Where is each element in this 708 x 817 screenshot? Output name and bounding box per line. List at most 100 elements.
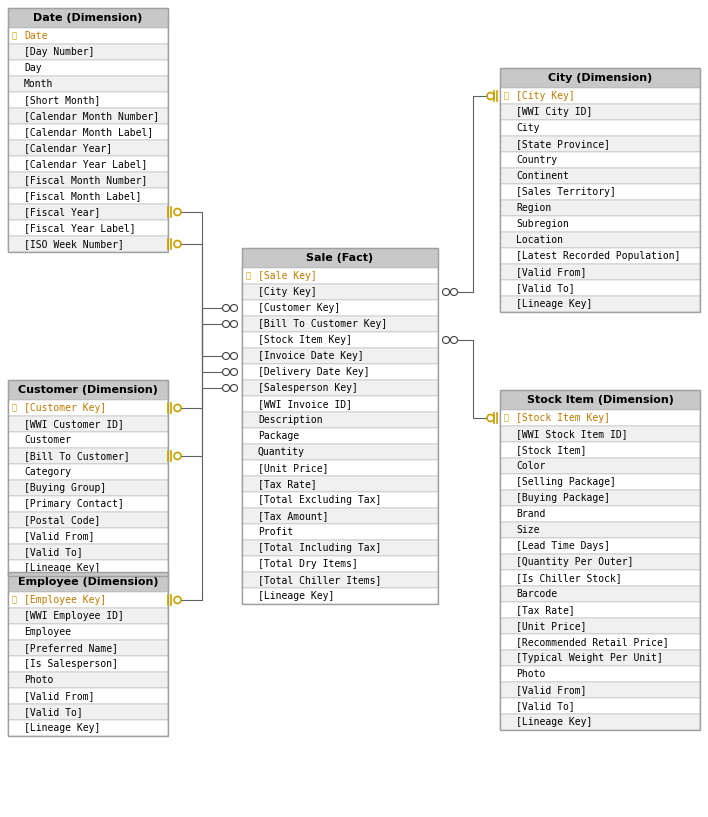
Text: [Employee Key]: [Employee Key] [24, 595, 106, 605]
Text: [Day Number]: [Day Number] [24, 47, 94, 57]
Bar [8, 44, 168, 60]
Text: [Bill To Customer Key]: [Bill To Customer Key] [258, 319, 387, 329]
Bar [8, 512, 168, 528]
Bar [8, 8, 168, 252]
Text: Brand: Brand [516, 509, 545, 519]
Bar [242, 460, 438, 476]
Bar [242, 396, 438, 412]
Text: [Salesperson Key]: [Salesperson Key] [258, 383, 358, 393]
Text: Size: Size [516, 525, 539, 535]
Text: [Delivery Date Key]: [Delivery Date Key] [258, 367, 370, 377]
Bar [8, 624, 168, 640]
Bar [500, 216, 700, 232]
Text: [Postal Code]: [Postal Code] [24, 515, 101, 525]
Bar [242, 284, 438, 300]
Bar [242, 492, 438, 508]
Bar [500, 666, 700, 682]
Text: Customer (Dimension): Customer (Dimension) [18, 385, 158, 395]
Bar [8, 8, 168, 28]
Text: [Lead Time Days]: [Lead Time Days] [516, 541, 610, 551]
Bar [8, 464, 168, 480]
Bar [8, 544, 168, 560]
Bar [8, 140, 168, 156]
Text: Color: Color [516, 461, 545, 471]
Text: [Fiscal Year]: [Fiscal Year] [24, 207, 101, 217]
Text: [WWI Stock Item ID]: [WWI Stock Item ID] [516, 429, 627, 439]
Text: [Calendar Month Label]: [Calendar Month Label] [24, 127, 153, 137]
Bar [8, 720, 168, 736]
Text: Description: Description [258, 415, 323, 425]
Text: [Calendar Year]: [Calendar Year] [24, 143, 112, 153]
Bar [242, 540, 438, 556]
Bar [500, 120, 700, 136]
Text: Region: Region [516, 203, 552, 213]
Text: Sale (Fact): Sale (Fact) [307, 253, 374, 263]
Bar [8, 156, 168, 172]
Text: Photo: Photo [24, 675, 53, 685]
Bar [500, 474, 700, 490]
Bar [8, 528, 168, 544]
Bar [8, 220, 168, 236]
Bar [500, 682, 700, 698]
Bar [242, 428, 438, 444]
Text: Stock Item (Dimension): Stock Item (Dimension) [527, 395, 673, 405]
Bar [242, 508, 438, 524]
Text: ⚿: ⚿ [504, 413, 509, 422]
Text: [Lineage Key]: [Lineage Key] [516, 299, 593, 309]
Text: Category: Category [24, 467, 71, 477]
Text: [Recommended Retail Price]: [Recommended Retail Price] [516, 637, 669, 647]
Bar [500, 280, 700, 296]
Text: Barcode: Barcode [516, 589, 557, 599]
Bar [8, 108, 168, 124]
Text: [Lineage Key]: [Lineage Key] [258, 591, 334, 601]
Bar [8, 496, 168, 512]
Bar [500, 264, 700, 280]
Bar [8, 124, 168, 140]
Text: Location: Location [516, 235, 563, 245]
Bar [500, 232, 700, 248]
Bar [8, 572, 168, 736]
Text: [Total Dry Items]: [Total Dry Items] [258, 559, 358, 569]
Bar [242, 556, 438, 572]
Text: [Valid From]: [Valid From] [516, 267, 586, 277]
Text: [Typical Weight Per Unit]: [Typical Weight Per Unit] [516, 653, 663, 663]
Text: [Lineage Key]: [Lineage Key] [24, 563, 101, 573]
Text: [Tax Rate]: [Tax Rate] [258, 479, 316, 489]
Bar [500, 104, 700, 120]
Text: [Stock Item Key]: [Stock Item Key] [516, 413, 610, 423]
Bar [242, 248, 438, 604]
Text: [Quantity Per Outer]: [Quantity Per Outer] [516, 557, 634, 567]
Text: [Unit Price]: [Unit Price] [258, 463, 329, 473]
Text: ⚿: ⚿ [504, 92, 509, 100]
Bar [242, 348, 438, 364]
Text: [Buying Group]: [Buying Group] [24, 483, 106, 493]
Text: Customer: Customer [24, 435, 71, 445]
Text: [Fiscal Year Label]: [Fiscal Year Label] [24, 223, 136, 233]
Text: Employee (Dimension): Employee (Dimension) [18, 577, 159, 587]
Text: [WWI Invoice ID]: [WWI Invoice ID] [258, 399, 352, 409]
Bar [242, 524, 438, 540]
Bar [500, 650, 700, 666]
Bar [8, 188, 168, 204]
Bar [500, 88, 700, 104]
Bar [500, 68, 700, 312]
Text: [Is Salesperson]: [Is Salesperson] [24, 659, 118, 669]
Text: [Unit Price]: [Unit Price] [516, 621, 586, 631]
Bar [242, 316, 438, 332]
Bar [242, 364, 438, 380]
Text: [Total Including Tax]: [Total Including Tax] [258, 543, 382, 553]
Text: City (Dimension): City (Dimension) [548, 73, 652, 83]
Bar [8, 672, 168, 688]
Text: [Stock Item Key]: [Stock Item Key] [258, 335, 352, 345]
Bar [500, 506, 700, 522]
Text: [Valid From]: [Valid From] [24, 531, 94, 541]
Bar [500, 698, 700, 714]
Text: [Latest Recorded Population]: [Latest Recorded Population] [516, 251, 680, 261]
Bar [242, 412, 438, 428]
Bar [500, 410, 700, 426]
Text: [Lineage Key]: [Lineage Key] [24, 723, 101, 733]
Text: [Valid To]: [Valid To] [516, 283, 575, 293]
Text: [State Province]: [State Province] [516, 139, 610, 149]
Text: [Total Excluding Tax]: [Total Excluding Tax] [258, 495, 382, 505]
Text: [Valid From]: [Valid From] [24, 691, 94, 701]
